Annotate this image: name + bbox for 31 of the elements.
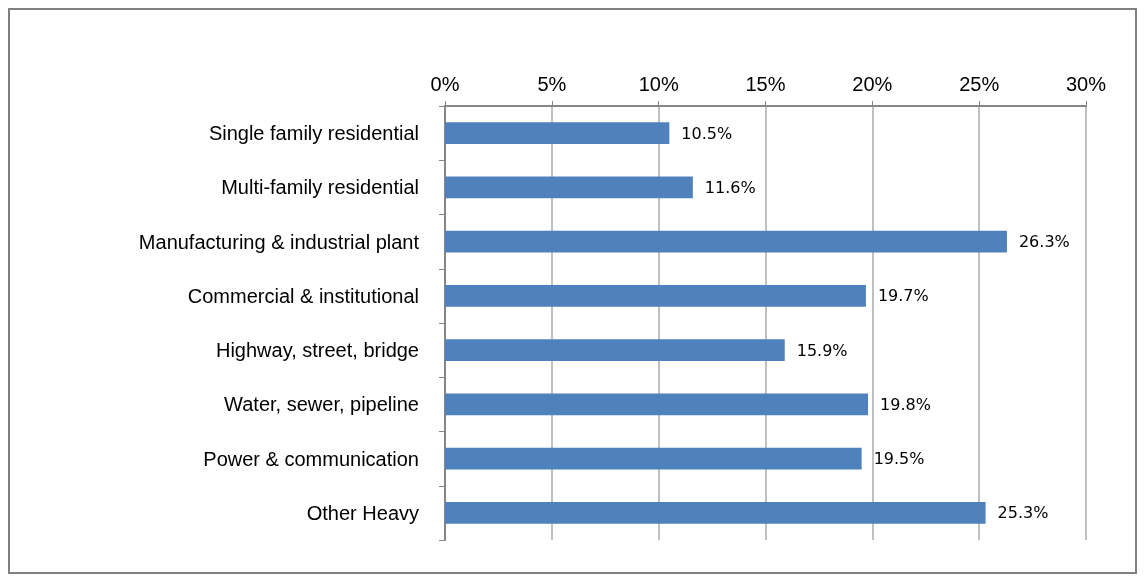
y-tick-label: Commercial & institutional	[187, 284, 419, 307]
data-label: 19.5%	[873, 449, 925, 469]
data-label: 19.8%	[880, 394, 931, 414]
y-tick-label: Manufacturing & industrial plant	[138, 230, 420, 253]
y-tick-label: Water, sewer, pipeline	[224, 393, 419, 416]
x-tick-label: 25%	[959, 73, 1000, 95]
bar	[445, 339, 785, 361]
bar	[445, 285, 866, 307]
data-label: 11.6%	[704, 177, 756, 197]
y-tick-label: Other Heavy	[306, 501, 419, 524]
bar	[445, 230, 1007, 253]
data-label: 15.9%	[796, 340, 848, 360]
y-tick-label: Single family residential	[208, 122, 419, 145]
bar	[445, 122, 670, 144]
bar	[445, 447, 862, 470]
y-tick-label: Multi-family residential	[221, 176, 419, 199]
x-tick-label: 0%	[430, 73, 460, 95]
x-tick-label: 30%	[1065, 73, 1107, 95]
y-tick-label: Highway, street, bridge	[215, 339, 419, 362]
data-label: 26.3%	[1018, 232, 1070, 252]
data-label: 25.3%	[997, 503, 1049, 523]
bar	[445, 176, 693, 199]
data-label: 10.5%	[681, 123, 733, 143]
x-tick-label: 10%	[638, 73, 679, 95]
bar	[445, 502, 986, 524]
x-tick-label: 5%	[537, 73, 567, 95]
bar	[445, 393, 869, 416]
x-tick-label: 20%	[852, 73, 893, 95]
y-tick-label: Power & communication	[203, 447, 419, 470]
data-label: 19.7%	[877, 286, 929, 306]
x-tick-label: 15%	[745, 73, 786, 95]
